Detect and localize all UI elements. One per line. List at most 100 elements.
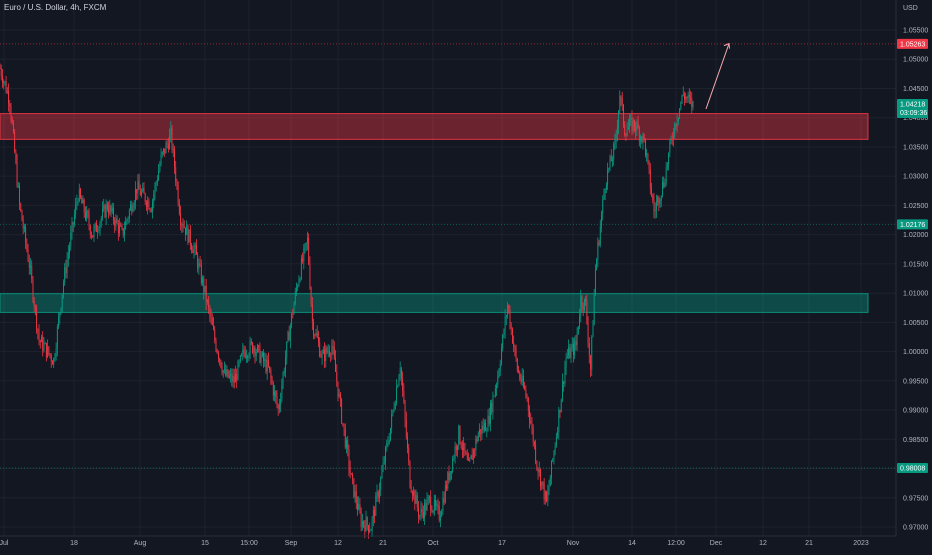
- candle-body: [595, 270, 596, 294]
- candle-body: [303, 248, 304, 262]
- candle-body: [658, 197, 659, 204]
- time-tick-label: Jul: [0, 540, 9, 547]
- candle-body: [142, 188, 143, 192]
- candle-body: [170, 128, 171, 135]
- candle-body: [597, 242, 598, 259]
- candle-body: [222, 367, 223, 373]
- candle-body: [301, 259, 302, 279]
- time-tick-label: Dec: [710, 540, 723, 547]
- candle-body: [369, 530, 370, 532]
- time-tick-label: 17: [498, 540, 506, 547]
- candle-body: [24, 227, 25, 229]
- candle-body: [507, 305, 508, 316]
- candle-body: [300, 279, 301, 280]
- candle-body: [372, 518, 373, 530]
- candle-body: [317, 333, 318, 338]
- candle-body: [528, 398, 529, 410]
- candle-body: [264, 359, 265, 361]
- candle-body: [412, 492, 413, 495]
- candle-body: [159, 165, 160, 171]
- candle-body: [169, 135, 170, 149]
- candle-body: [46, 343, 47, 357]
- candle-body: [497, 376, 498, 384]
- candle-body: [518, 370, 519, 372]
- candle-body: [408, 448, 409, 462]
- candle-body: [418, 507, 419, 516]
- candle-body: [362, 521, 363, 527]
- candle-body: [403, 391, 404, 402]
- price-tick-label: 1.01000: [903, 291, 928, 298]
- candle-body: [197, 255, 198, 269]
- candle-body: [91, 235, 92, 236]
- candle-body: [579, 316, 580, 326]
- time-tick-label: 21: [379, 540, 387, 547]
- candle-body: [225, 369, 226, 375]
- candle-body: [166, 143, 167, 153]
- candle-body: [366, 517, 367, 531]
- candle-body: [237, 362, 238, 380]
- candle-body: [690, 97, 691, 98]
- candle-body: [599, 242, 600, 244]
- candle-body: [325, 348, 326, 361]
- candle-body: [374, 510, 375, 516]
- candle-body: [384, 462, 385, 463]
- candle-body: [54, 357, 55, 358]
- candle-body: [379, 490, 380, 498]
- candle-body: [139, 181, 140, 189]
- candle-body: [174, 149, 175, 167]
- candle-body: [168, 144, 169, 149]
- candle-body: [69, 246, 70, 253]
- candle-body: [428, 498, 429, 500]
- candle-body: [47, 346, 48, 357]
- candle-body: [190, 229, 191, 245]
- candle-body: [562, 381, 563, 399]
- candle-body: [280, 399, 281, 405]
- candle-body: [23, 221, 24, 229]
- candle-body: [596, 260, 597, 270]
- candle-body: [22, 210, 23, 221]
- candle-body: [561, 399, 562, 412]
- candle-body: [446, 485, 447, 488]
- candle-body: [268, 360, 269, 366]
- candle-body: [189, 229, 190, 242]
- candle-body: [679, 108, 680, 117]
- candle-body: [496, 385, 497, 389]
- candle-body: [633, 120, 634, 131]
- candle-body: [339, 394, 340, 397]
- candle-body: [619, 96, 620, 110]
- candle-body: [634, 120, 635, 127]
- candle-body: [58, 317, 59, 327]
- candle-body: [244, 350, 245, 352]
- candle-body: [279, 405, 280, 409]
- symbol-title[interactable]: Euro / U.S. Dollar, 4h, FXCM: [4, 3, 106, 12]
- candle-body: [475, 439, 476, 451]
- candle-body: [571, 348, 572, 358]
- candle-body: [34, 300, 35, 306]
- price-badge-label: 1.02176: [900, 222, 925, 229]
- candle-body: [636, 123, 637, 131]
- candle-body: [101, 218, 102, 223]
- candle-body: [128, 218, 129, 219]
- candle-body: [488, 416, 489, 431]
- candle-body: [593, 325, 594, 337]
- candle-body: [155, 185, 156, 194]
- candle-body: [40, 341, 41, 342]
- candle-body: [150, 209, 151, 210]
- price-tick-label: 1.05000: [903, 57, 928, 64]
- candle-body: [556, 437, 557, 446]
- candle-body: [345, 429, 346, 448]
- candle-body: [529, 410, 530, 421]
- candle-body: [527, 396, 528, 398]
- candle-body: [106, 204, 107, 217]
- candle-body: [461, 443, 462, 448]
- candle-body: [683, 94, 684, 95]
- candle-body: [324, 350, 325, 361]
- candle-body: [148, 200, 149, 209]
- candle-body: [140, 190, 141, 196]
- candle-body: [158, 171, 159, 180]
- candle-body: [511, 327, 512, 329]
- candle-body: [152, 201, 153, 212]
- candle-body: [14, 132, 15, 152]
